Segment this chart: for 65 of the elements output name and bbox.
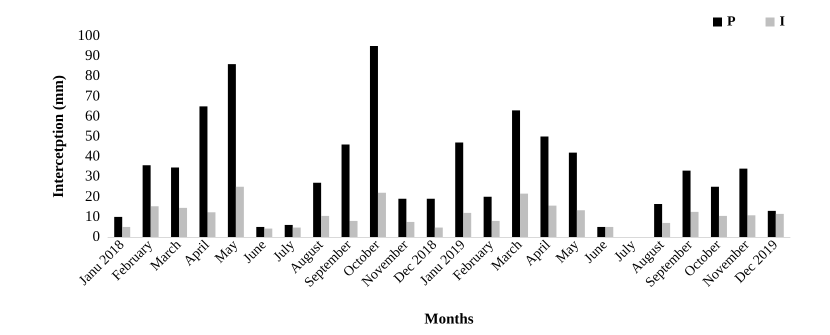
legend-label: P [727, 14, 736, 30]
bar [370, 46, 378, 237]
bar [171, 167, 180, 237]
bar [350, 220, 358, 237]
bar [568, 152, 577, 237]
bar [142, 165, 151, 237]
x-tick-label: May [553, 238, 582, 266]
bar [690, 212, 699, 237]
bar [406, 222, 414, 237]
bar [597, 226, 606, 237]
bar [426, 198, 435, 237]
bar [654, 204, 662, 237]
y-tick-label: 40 [85, 148, 100, 165]
bar [342, 144, 350, 237]
bar [236, 186, 244, 237]
bar [398, 198, 406, 237]
bar [150, 206, 159, 237]
bar [463, 212, 472, 237]
y-tick-label: 0 [92, 229, 100, 245]
bar [484, 196, 492, 237]
bar [512, 110, 520, 237]
y-tick-label: 100 [78, 28, 100, 44]
bar [492, 220, 500, 237]
bar [710, 186, 719, 237]
bar [520, 194, 528, 237]
bar [739, 168, 748, 237]
bar [199, 106, 208, 237]
x-tick-label: June [240, 238, 270, 266]
legend-label: I [780, 14, 786, 30]
x-tick-label: June [582, 238, 611, 266]
bar [256, 226, 264, 237]
y-tick-label: 70 [85, 88, 100, 104]
bar [605, 226, 614, 237]
y-tick-label: 90 [85, 48, 100, 64]
y-tick-label: 30 [85, 168, 100, 185]
bar [662, 222, 670, 237]
bar [548, 206, 556, 237]
bar [378, 192, 386, 237]
bar [768, 210, 776, 237]
bar [313, 182, 322, 237]
bar [576, 210, 585, 237]
y-tick-label: 60 [85, 108, 100, 124]
bar [228, 64, 236, 237]
bar [292, 228, 301, 237]
bar [776, 214, 784, 237]
y-tick-label: 20 [85, 188, 100, 205]
bar [284, 224, 293, 237]
bar [455, 142, 464, 237]
bar [682, 170, 691, 237]
bar [321, 216, 330, 237]
bar [122, 226, 130, 237]
bar [718, 216, 727, 237]
bar [540, 136, 548, 237]
y-tick-label: 80 [85, 68, 100, 84]
y-tick-label: 10 [85, 208, 100, 225]
bar [264, 228, 272, 237]
bar [207, 212, 216, 237]
bar [114, 216, 122, 237]
y-tick-label: 50 [85, 128, 100, 144]
y-axis-title: Intercetption (mm) [51, 75, 68, 198]
x-tick-label: May [212, 238, 242, 266]
bar [434, 228, 443, 237]
x-axis-title: Months [424, 312, 474, 328]
bar [747, 215, 756, 237]
bar [179, 208, 188, 237]
